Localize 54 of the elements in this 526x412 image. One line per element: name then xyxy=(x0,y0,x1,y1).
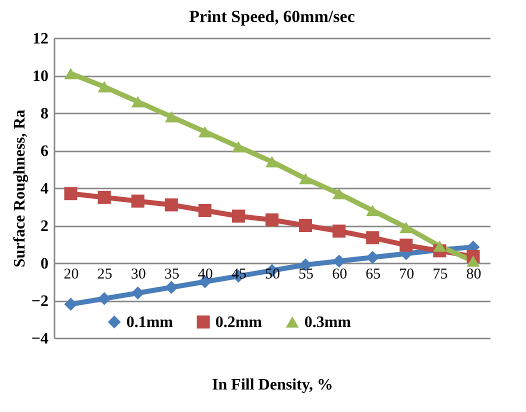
y-tick-label: 4 xyxy=(40,180,48,198)
legend-label: 0.1mm xyxy=(126,314,174,331)
x-tick-label: 55 xyxy=(298,266,314,282)
point xyxy=(400,222,413,234)
legend-label: 0.3mm xyxy=(304,314,352,331)
y-tick-label: −4 xyxy=(31,330,48,348)
x-tick-label: 60 xyxy=(332,266,348,282)
legend-label: 0.2mm xyxy=(215,314,263,331)
x-tick-label: 20 xyxy=(64,266,79,282)
point xyxy=(332,188,346,200)
x-tick-label: 80 xyxy=(466,266,482,282)
point xyxy=(299,172,312,184)
point xyxy=(466,255,480,267)
x-tick-label: 25 xyxy=(97,266,112,282)
point xyxy=(164,280,178,294)
point xyxy=(131,194,144,208)
point xyxy=(164,198,178,212)
point xyxy=(265,156,279,168)
point xyxy=(64,298,78,311)
point xyxy=(64,187,78,200)
point xyxy=(164,111,178,122)
point xyxy=(131,96,144,108)
point xyxy=(265,213,279,226)
point xyxy=(299,218,312,232)
point xyxy=(131,286,144,300)
y-tick-label: −2 xyxy=(31,293,48,310)
y-axis-title: Surface Roughness, Ra xyxy=(11,110,28,268)
point xyxy=(332,224,346,238)
point xyxy=(366,204,380,216)
x-tick-label: 65 xyxy=(366,266,381,282)
point xyxy=(400,238,413,252)
point xyxy=(198,126,212,138)
y-tick-label: 8 xyxy=(40,106,48,122)
point xyxy=(366,250,380,264)
y-tick-label: 2 xyxy=(40,218,48,235)
y-tick-label: 0 xyxy=(40,256,48,272)
x-tick-label: 70 xyxy=(399,266,414,282)
point xyxy=(98,292,111,306)
chart-title: Print Speed, 60mm/sec xyxy=(189,7,356,26)
x-tick-label: 35 xyxy=(164,266,180,282)
point xyxy=(98,190,111,204)
y-tick-label: 10 xyxy=(32,68,48,85)
point xyxy=(198,204,212,218)
point xyxy=(433,240,446,252)
point xyxy=(366,231,380,244)
y-tick-label: 12 xyxy=(32,30,48,48)
x-tick-label: 75 xyxy=(432,266,448,282)
point xyxy=(232,141,245,152)
y-tick-label: 6 xyxy=(40,143,48,160)
point xyxy=(98,81,111,92)
x-axis-title: In Fill Density, % xyxy=(212,376,333,394)
x-tick-label: 30 xyxy=(130,266,146,282)
point xyxy=(64,68,78,80)
point xyxy=(232,210,245,223)
